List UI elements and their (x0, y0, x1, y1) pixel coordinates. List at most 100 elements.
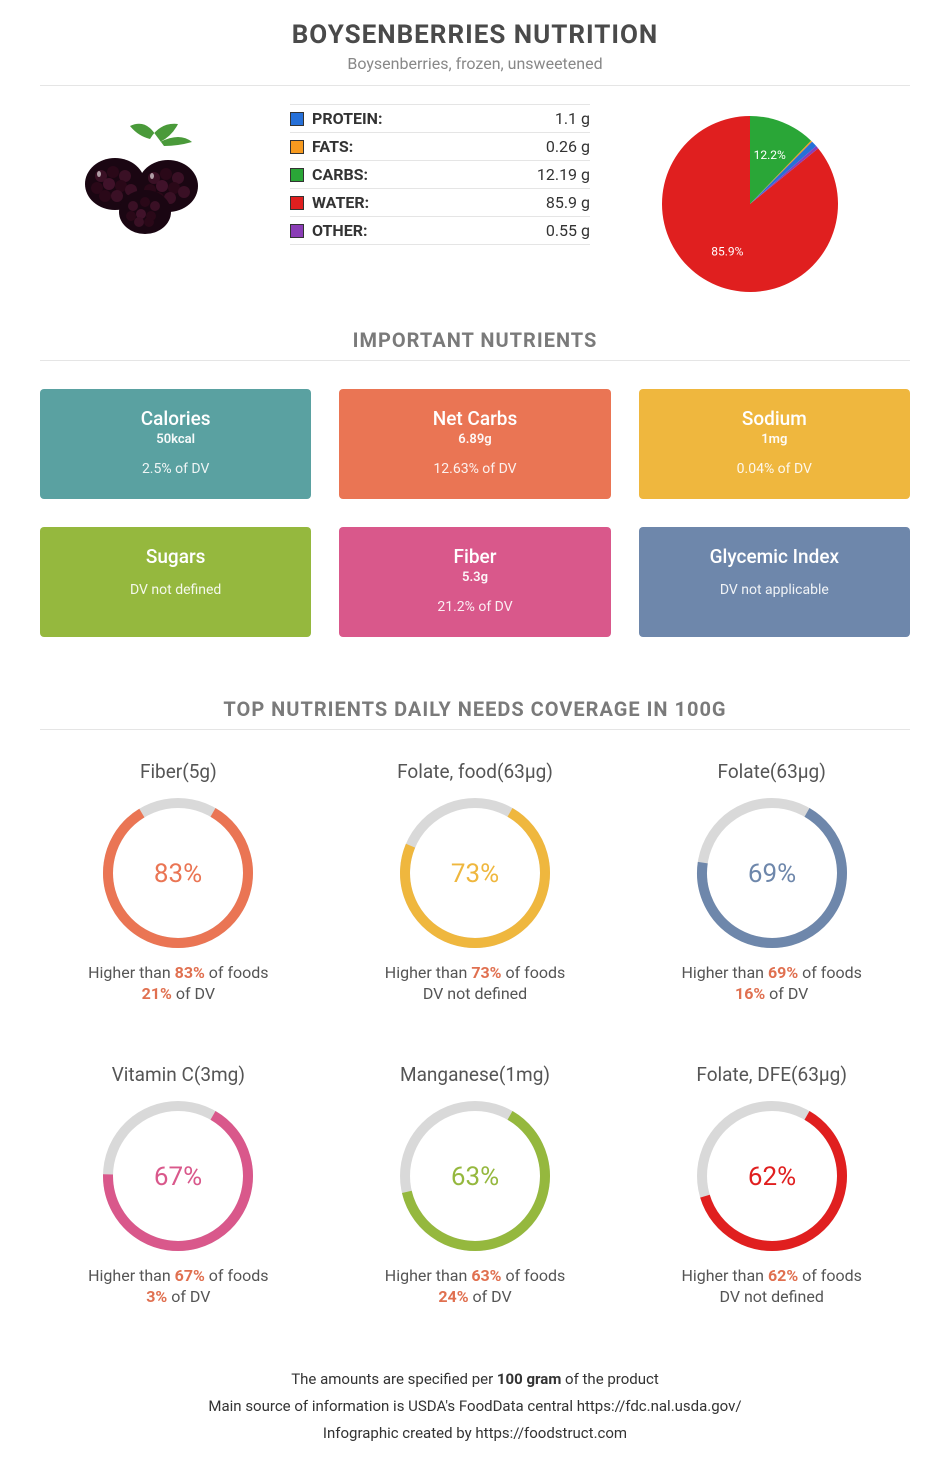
donut-pct: 83% (154, 859, 202, 889)
card-dv: DV not applicable (651, 582, 898, 598)
card-title: Sodium (651, 407, 898, 430)
top-section: PROTEIN: 1.1 g FATS: 0.26 g CARBS: 12.19… (40, 104, 910, 304)
donut-line1: Higher than 83% of foods (40, 963, 317, 982)
donut-item: Folate(63µg) 69% Higher than 69% of food… (633, 760, 910, 1003)
macro-row: PROTEIN: 1.1 g (290, 104, 590, 133)
card-title: Net Carbs (351, 407, 598, 430)
coverage-title: TOP NUTRIENTS DAILY NEEDS COVERAGE IN 10… (40, 697, 910, 721)
donut-item: Manganese(1mg) 63% Higher than 63% of fo… (337, 1063, 614, 1306)
donut-item: Fiber(5g) 83% Higher than 83% of foods 2… (40, 760, 317, 1003)
donut-line2: DV not defined (337, 984, 614, 1003)
color-swatch (290, 112, 304, 126)
footer-line3: Infographic created by https://foodstruc… (40, 1420, 910, 1447)
footer-line2: Main source of information is USDA's Foo… (40, 1393, 910, 1420)
donut-chart: 73% (337, 793, 614, 953)
donut-item: Folate, DFE(63µg) 62% Higher than 62% of… (633, 1063, 910, 1306)
divider (40, 85, 910, 86)
page-title: BOYSENBERRIES NUTRITION (40, 20, 910, 50)
card-value: 6.89g (351, 432, 598, 447)
divider (40, 729, 910, 730)
pie-slice-label: 85.9% (711, 245, 743, 259)
nutrient-cards: Calories 50kcal 2.5% of DV Net Carbs 6.8… (40, 389, 910, 637)
macro-value: 0.55 g (546, 221, 590, 240)
nutrient-card: Net Carbs 6.89g 12.63% of DV (339, 389, 610, 499)
nutrient-card: Glycemic Index DV not applicable (639, 527, 910, 637)
card-dv: 0.04% of DV (651, 461, 898, 477)
macro-table: PROTEIN: 1.1 g FATS: 0.26 g CARBS: 12.19… (290, 104, 590, 245)
donut-pct: 63% (451, 1162, 499, 1192)
macro-value: 85.9 g (546, 193, 590, 212)
macro-row: CARBS: 12.19 g (290, 161, 590, 189)
card-title: Fiber (351, 545, 598, 568)
color-swatch (290, 140, 304, 154)
donut-line1: Higher than 73% of foods (337, 963, 614, 982)
macro-label: PROTEIN: (312, 109, 555, 128)
donut-line1: Higher than 63% of foods (337, 1266, 614, 1285)
macro-label: CARBS: (312, 165, 537, 184)
color-swatch (290, 196, 304, 210)
card-value: 5.3g (351, 570, 598, 585)
macro-label: OTHER: (312, 221, 546, 240)
donut-pct: 62% (748, 1162, 796, 1192)
footer-line1: The amounts are specified per 100 gram o… (40, 1366, 910, 1393)
donut-chart: 62% (633, 1096, 910, 1256)
card-title: Calories (52, 407, 299, 430)
food-image (40, 104, 260, 254)
footer-text: of the product (561, 1370, 658, 1388)
donut-pct: 67% (154, 1162, 202, 1192)
donut-line2: 3% of DV (40, 1287, 317, 1306)
donut-pct: 73% (451, 859, 499, 889)
macro-row: FATS: 0.26 g (290, 133, 590, 161)
donut-line2: 24% of DV (337, 1287, 614, 1306)
donut-line1: Higher than 69% of foods (633, 963, 910, 982)
footer-text: The amounts are specified per (291, 1370, 497, 1388)
card-title: Glycemic Index (651, 545, 898, 568)
color-swatch (290, 168, 304, 182)
donut-chart: 69% (633, 793, 910, 953)
donut-item: Folate, food(63µg) 73% Higher than 73% o… (337, 760, 614, 1003)
nutrient-card: Calories 50kcal 2.5% of DV (40, 389, 311, 499)
card-dv: 2.5% of DV (52, 461, 299, 477)
nutrients-title: IMPORTANT NUTRIENTS (40, 328, 910, 352)
pie-chart: 85.9% 12.2% (620, 104, 880, 304)
donut-line1: Higher than 67% of foods (40, 1266, 317, 1285)
donut-label: Folate, DFE(63µg) (633, 1063, 910, 1086)
donut-label: Manganese(1mg) (337, 1063, 614, 1086)
card-dv: 21.2% of DV (351, 599, 598, 615)
macro-value: 0.26 g (546, 137, 590, 156)
nutrient-card: Fiber 5.3g 21.2% of DV (339, 527, 610, 637)
donut-label: Fiber(5g) (40, 760, 317, 783)
macro-value: 1.1 g (555, 109, 590, 128)
donut-chart: 83% (40, 793, 317, 953)
card-dv: DV not defined (52, 582, 299, 598)
color-swatch (290, 224, 304, 238)
nutrient-card: Sodium 1mg 0.04% of DV (639, 389, 910, 499)
card-title: Sugars (52, 545, 299, 568)
card-dv: 12.63% of DV (351, 461, 598, 477)
nutrient-card: Sugars DV not defined (40, 527, 311, 637)
macro-label: WATER: (312, 193, 546, 212)
footer: The amounts are specified per 100 gram o… (40, 1366, 910, 1447)
donut-chart: 63% (337, 1096, 614, 1256)
coverage-donuts: Fiber(5g) 83% Higher than 83% of foods 2… (40, 760, 910, 1346)
donut-line2: 16% of DV (633, 984, 910, 1003)
donut-line1: Higher than 62% of foods (633, 1266, 910, 1285)
donut-item: Vitamin C(3mg) 67% Higher than 67% of fo… (40, 1063, 317, 1306)
macro-row: OTHER: 0.55 g (290, 217, 590, 245)
macro-value: 12.19 g (537, 165, 590, 184)
donut-pct: 69% (748, 859, 796, 889)
donut-line2: DV not defined (633, 1287, 910, 1306)
donut-line2: 21% of DV (40, 984, 317, 1003)
card-value: 50kcal (52, 432, 299, 447)
macro-row: WATER: 85.9 g (290, 189, 590, 217)
card-value: 1mg (651, 432, 898, 447)
donut-label: Folate, food(63µg) (337, 760, 614, 783)
pie-slice-label: 12.2% (754, 148, 786, 162)
footer-strong: 100 gram (497, 1370, 561, 1388)
donut-label: Vitamin C(3mg) (40, 1063, 317, 1086)
donut-label: Folate(63µg) (633, 760, 910, 783)
divider (40, 360, 910, 361)
macro-label: FATS: (312, 137, 546, 156)
donut-chart: 67% (40, 1096, 317, 1256)
page-subtitle: Boysenberries, frozen, unsweetened (40, 54, 910, 73)
